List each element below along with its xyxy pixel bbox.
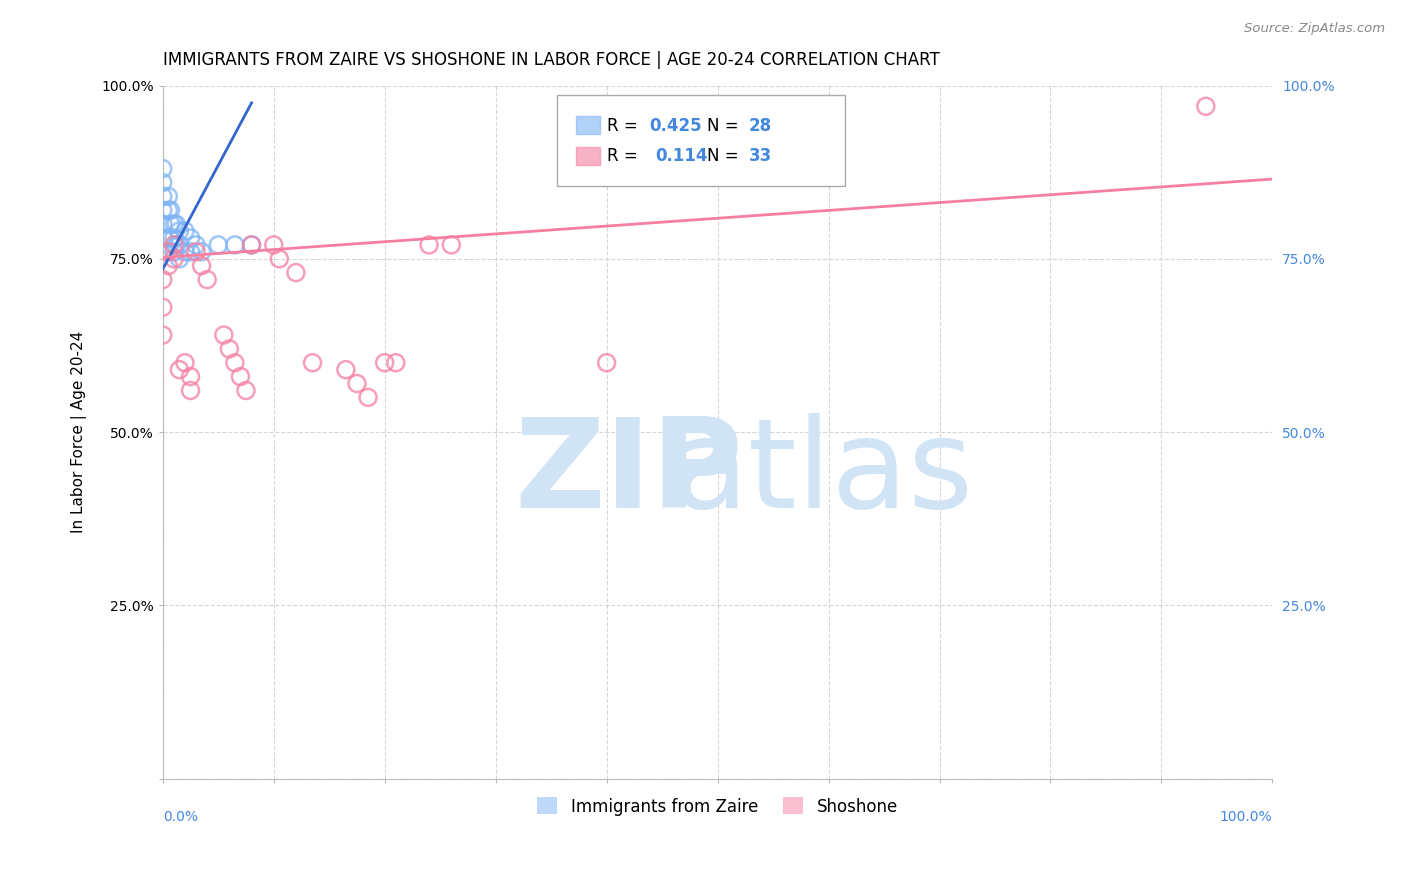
Point xyxy=(163,244,186,259)
Point xyxy=(152,231,174,245)
Point xyxy=(152,217,174,231)
Point xyxy=(152,189,174,203)
Point xyxy=(174,224,197,238)
Legend: Immigrants from Zaire, Shoshone: Immigrants from Zaire, Shoshone xyxy=(531,790,904,822)
FancyBboxPatch shape xyxy=(557,95,845,186)
Point xyxy=(165,238,187,252)
Point xyxy=(240,238,263,252)
Point xyxy=(229,369,252,384)
Point xyxy=(163,252,186,266)
Text: IMMIGRANTS FROM ZAIRE VS SHOSHONE IN LABOR FORCE | AGE 20-24 CORRELATION CHART: IMMIGRANTS FROM ZAIRE VS SHOSHONE IN LAB… xyxy=(163,51,939,69)
Point xyxy=(207,238,229,252)
Point xyxy=(212,328,235,343)
Y-axis label: In Labor Force | Age 20-24: In Labor Force | Age 20-24 xyxy=(72,331,87,533)
Point xyxy=(163,238,186,252)
Point xyxy=(190,259,212,273)
Point xyxy=(240,238,263,252)
Point xyxy=(263,238,285,252)
Point xyxy=(159,203,181,218)
Point xyxy=(180,231,202,245)
Point xyxy=(157,244,180,259)
Text: N =: N = xyxy=(706,117,744,135)
Point xyxy=(374,356,396,370)
Point xyxy=(190,244,212,259)
Text: R =: R = xyxy=(606,147,648,165)
Text: 0.114: 0.114 xyxy=(655,147,709,165)
Text: ZIP: ZIP xyxy=(515,413,744,534)
Point xyxy=(157,203,180,218)
Point xyxy=(418,238,440,252)
Text: 0.0%: 0.0% xyxy=(163,810,198,823)
Point xyxy=(385,356,408,370)
Text: 33: 33 xyxy=(748,147,772,165)
Point xyxy=(284,266,307,280)
Point xyxy=(152,272,174,286)
Text: 0.425: 0.425 xyxy=(648,117,702,135)
Point xyxy=(1195,99,1218,113)
Point xyxy=(224,356,246,370)
Point xyxy=(163,217,186,231)
Point xyxy=(440,238,463,252)
Point xyxy=(169,238,191,252)
Point xyxy=(218,342,240,356)
Point xyxy=(159,231,181,245)
Point xyxy=(174,356,197,370)
Point xyxy=(159,217,181,231)
Text: 100.0%: 100.0% xyxy=(1220,810,1272,823)
Point xyxy=(180,244,202,259)
Point xyxy=(152,300,174,314)
Point xyxy=(165,217,187,231)
Text: N =: N = xyxy=(706,147,744,165)
Point xyxy=(157,189,180,203)
Point xyxy=(152,203,174,218)
Point xyxy=(335,362,357,376)
Point xyxy=(269,252,291,266)
Point xyxy=(180,369,202,384)
Point xyxy=(184,238,207,252)
Point xyxy=(174,244,197,259)
Point xyxy=(152,176,174,190)
Text: R =: R = xyxy=(606,117,643,135)
Point xyxy=(357,391,380,405)
Point xyxy=(235,384,257,398)
Point xyxy=(152,161,174,176)
Text: 28: 28 xyxy=(748,117,772,135)
Point xyxy=(169,362,191,376)
Point xyxy=(346,376,368,391)
Point xyxy=(180,384,202,398)
Point xyxy=(595,356,617,370)
Point xyxy=(169,224,191,238)
Point xyxy=(184,244,207,259)
Text: Source: ZipAtlas.com: Source: ZipAtlas.com xyxy=(1244,22,1385,36)
Point xyxy=(169,252,191,266)
Text: atlas: atlas xyxy=(672,413,974,534)
FancyBboxPatch shape xyxy=(575,116,600,134)
Point xyxy=(195,272,218,286)
Point xyxy=(224,238,246,252)
Point xyxy=(163,231,186,245)
Point xyxy=(301,356,323,370)
FancyBboxPatch shape xyxy=(575,146,600,164)
Point xyxy=(157,259,180,273)
Point xyxy=(152,328,174,343)
